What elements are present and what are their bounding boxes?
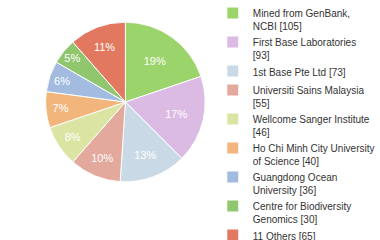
- svg-text:6%: 6%: [54, 75, 70, 87]
- svg-text:Centre for BiodiversityGenomic: Centre for BiodiversityGenomics [30]: [253, 201, 351, 225]
- svg-text:Wellcome Sanger Institute[46]: Wellcome Sanger Institute[46]: [253, 114, 370, 138]
- svg-text:11%: 11%: [94, 41, 115, 53]
- svg-text:13%: 13%: [134, 149, 156, 161]
- svg-text:First Base Laboratories[93]: First Base Laboratories[93]: [253, 37, 356, 61]
- svg-text:Guangdong OceanUniversity [36]: Guangdong OceanUniversity [36]: [253, 172, 338, 196]
- svg-text:11 Others [65]: 11 Others [65]: [253, 231, 316, 240]
- svg-text:8%: 8%: [65, 131, 81, 143]
- svg-text:Ho Chi Minh City Universityof: Ho Chi Minh City Universityof Science [4…: [253, 143, 375, 167]
- svg-text:19%: 19%: [144, 55, 166, 67]
- svg-text:Mined from GenBank,NCBI [105]: Mined from GenBank,NCBI [105]: [253, 8, 350, 32]
- svg-text:Universiti Sains Malaysia[55]: Universiti Sains Malaysia[55]: [253, 85, 365, 109]
- svg-text:5%: 5%: [64, 52, 80, 64]
- svg-text:17%: 17%: [165, 108, 187, 120]
- svg-text:10%: 10%: [91, 152, 113, 164]
- svg-text:7%: 7%: [53, 102, 69, 114]
- svg-text:1st Base Pte Ltd [73]: 1st Base Pte Ltd [73]: [253, 67, 346, 78]
